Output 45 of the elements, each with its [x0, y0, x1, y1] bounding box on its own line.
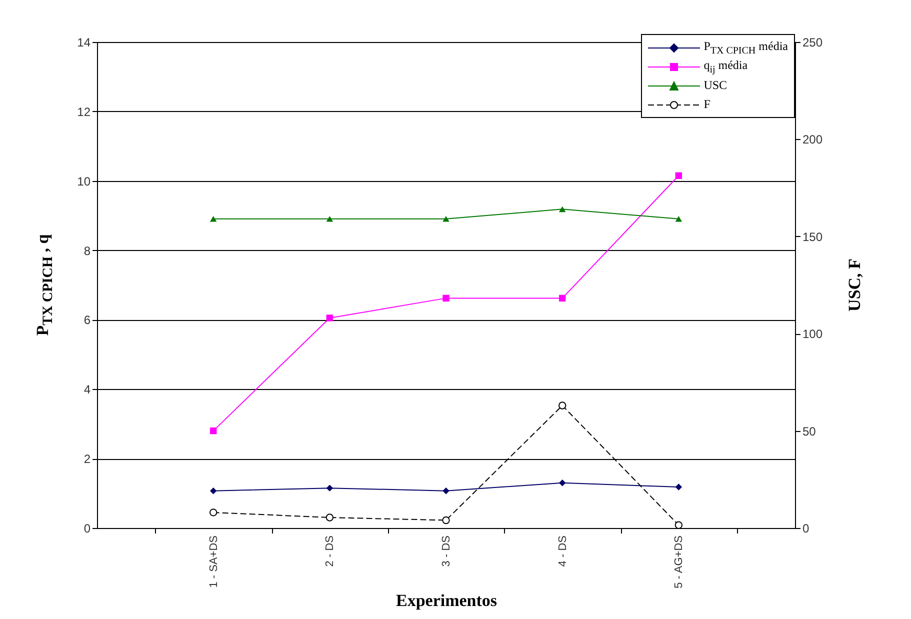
- point: [210, 427, 217, 434]
- legend-label: F: [704, 97, 710, 112]
- point: [558, 294, 566, 302]
- legend-label: q$_{ij}$ média: [704, 58, 748, 76]
- y2-axis-title: USC, F: [845, 258, 865, 312]
- x-tick-label: 5 - AG+DS: [673, 536, 686, 588]
- y-tick-label: 14: [77, 36, 91, 50]
- y2-tick-label: 0: [802, 522, 810, 536]
- point: [326, 216, 334, 222]
- y2-tick-label: 100: [802, 327, 823, 342]
- y-tick-label: 10: [77, 174, 91, 188]
- y2-tick-label: 150: [802, 230, 823, 244]
- x-axis-title: Experimentos: [396, 590, 498, 610]
- point: [675, 484, 682, 490]
- x-tick-label: 1 - SA+DS: [208, 536, 220, 588]
- x-tick-label: 2 - DS: [324, 536, 336, 567]
- x-tick-label: 3 - DS: [440, 536, 452, 567]
- y-tick-label: 12: [77, 104, 91, 119]
- point: [558, 480, 566, 486]
- point: [442, 216, 450, 222]
- y2-tick-label: 200: [802, 132, 823, 147]
- y2-tick-label: 50: [802, 424, 816, 438]
- legend-label: P$_{TX CPICH}$ média: [704, 38, 788, 56]
- point: [326, 514, 334, 522]
- point: [326, 484, 334, 492]
- y2-tick-label: 250: [802, 36, 823, 50]
- point: [558, 402, 566, 410]
- point: [442, 516, 450, 524]
- y-tick-label: 6: [84, 313, 91, 328]
- point: [675, 216, 682, 222]
- x-tick-label: 4 - DS: [556, 536, 569, 567]
- y-tick-label: 2: [84, 452, 91, 466]
- y-tick-label: 4: [84, 382, 91, 397]
- point: [442, 488, 450, 494]
- point: [558, 206, 566, 212]
- point: [674, 521, 683, 529]
- point: [210, 216, 217, 222]
- point: [326, 314, 334, 322]
- legend-label: USC: [704, 78, 728, 93]
- y-tick-label: 8: [84, 244, 91, 258]
- y-tick-label: 0: [84, 522, 91, 536]
- point: [442, 294, 450, 302]
- point: [675, 172, 682, 180]
- point: [209, 508, 218, 516]
- point: [210, 488, 217, 494]
